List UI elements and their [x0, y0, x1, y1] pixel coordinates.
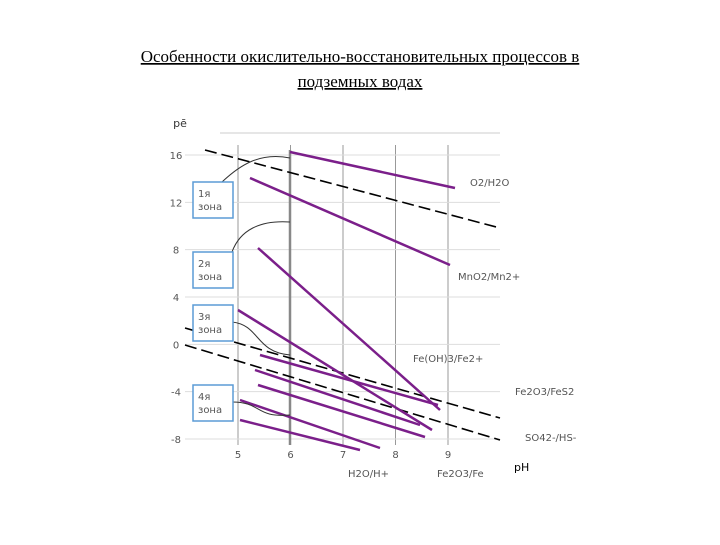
- zone-label-part: зона: [198, 405, 222, 416]
- zone-label-part: 2я: [198, 259, 210, 270]
- y-tick-label: -8: [171, 435, 181, 446]
- x-tick-label: 9: [445, 450, 451, 461]
- zone-label: 4я зона: [198, 392, 222, 416]
- y-tick-label: 0: [173, 340, 179, 351]
- y-tick-label: 4: [173, 293, 179, 304]
- line-label: Fe(OH)3/Fe2+: [413, 354, 483, 365]
- zone-box: [192, 181, 234, 219]
- zone-label: 3я зона: [198, 312, 222, 336]
- title: подземных водах: [298, 72, 423, 91]
- y-tick-label: 16: [170, 151, 183, 162]
- y-axis-label: pē: [173, 117, 187, 130]
- zone-label-part: 3я: [198, 312, 210, 323]
- x-tick-label: 7: [340, 450, 346, 461]
- zone-box: [192, 304, 234, 342]
- line-label: H2O/H+: [348, 469, 389, 480]
- line-label: SO42-/HS-: [525, 433, 577, 444]
- dashed-lines: [184, 149, 501, 441]
- zone-box: [192, 384, 234, 422]
- y-tick-label: 12: [170, 198, 183, 209]
- line-label: Fe2O3/FeS2: [515, 387, 574, 398]
- purple-lines: [237, 150, 456, 452]
- line-label: Fe2O3/Fe: [437, 469, 484, 480]
- x-tick-label: 5: [235, 450, 241, 461]
- zone-label-part: зона: [198, 202, 222, 213]
- zone-label-part: зона: [198, 325, 222, 336]
- zone-label: 2я зона: [198, 259, 222, 283]
- y-tick-label: -4: [171, 388, 181, 399]
- line-label: O2/H2O: [470, 178, 509, 189]
- x-axis-label: pH: [514, 461, 529, 474]
- zone-label-part: 1я: [198, 189, 210, 200]
- title: Особенности окислительно-восстановительн…: [141, 47, 580, 66]
- y-tick-label: 8: [173, 246, 179, 257]
- zone-label-part: 4я: [198, 392, 210, 403]
- x-tick-label: 6: [287, 450, 293, 461]
- connectors: [221, 156, 291, 416]
- line-label: MnO2/Mn2+: [458, 272, 520, 283]
- x-tick-label: 8: [392, 450, 398, 461]
- zone-label: 1я зона: [198, 189, 222, 213]
- zone-label-part: зона: [198, 272, 222, 283]
- zone-box: [192, 251, 234, 289]
